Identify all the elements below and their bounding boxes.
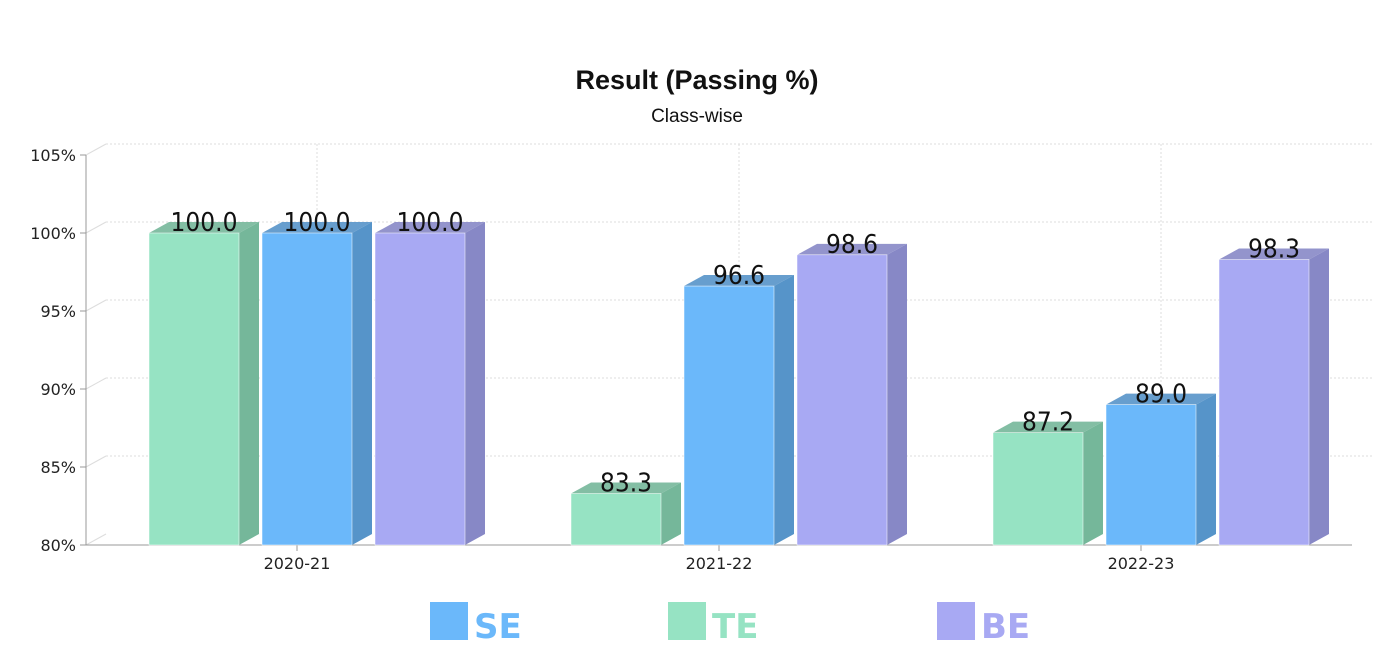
axes: 80% 85% 90% 95% 100% 105% 2020-21 2021-22 2022-2… [30,146,1352,573]
legend-swatch [430,602,468,640]
bar-side [887,243,907,545]
bar-front [570,493,662,546]
bar-side [1083,421,1103,545]
data-labels: 100.0 100.0 100.0 83.3 96.6 98.6 87.2 89.0 98.3 [171,208,1301,499]
grid-diag [85,455,107,468]
x-tick-label: 2021-22 [686,554,753,573]
bar-be-2020-21 [374,222,485,546]
bar-front [683,285,775,546]
bar-se-2022-23 [1105,393,1216,546]
legend-swatch [668,602,706,640]
legend-item-te[interactable]: TE [668,602,758,647]
bar-top [571,482,681,494]
legend-swatch [937,602,975,640]
bar-side [1309,248,1329,545]
data-label: 100.0 [284,208,351,238]
bar-front [261,232,353,546]
legend-label: BE [981,607,1030,647]
bar-side [465,222,485,545]
y-tick-label: 90% [40,380,76,399]
bar-top [993,421,1103,433]
data-label: 87.2 [1022,408,1074,438]
bar-top [1106,393,1216,405]
data-label: 89.0 [1135,380,1187,410]
grid-diag [85,299,107,312]
data-label: 98.6 [826,230,878,260]
legend-item-be[interactable]: BE [937,602,1030,647]
y-tick-label: 100% [30,224,76,243]
legend-label: SE [474,607,522,647]
y-tick-label: 105% [30,146,76,165]
data-label: 96.6 [713,261,765,291]
bar-front [1105,404,1197,546]
bar-front [796,254,888,546]
bar-top [262,222,372,233]
bar-se-2020-21 [261,222,372,546]
bar-te-2020-21 [148,222,259,546]
data-label: 100.0 [397,208,464,238]
bar-se-2021-22 [683,275,794,546]
grid-diag [85,533,107,546]
grid-diag [85,377,107,390]
bar-front [992,432,1084,546]
bar-te-2022-23 [992,421,1103,546]
data-label: 98.3 [1248,235,1300,265]
data-label: 83.3 [600,469,652,499]
grid-diag [85,221,107,234]
bar-front [148,232,240,546]
chart-subtitle: Class-wise [651,106,743,127]
chart-title: Result (Passing %) [575,65,818,95]
legend-item-se[interactable]: SE [430,602,522,647]
bar-top [684,275,794,287]
bar-be-2021-22 [796,243,907,546]
bar-top [149,222,259,233]
bar-side [774,275,794,545]
bar-front [1218,259,1310,546]
bars [148,222,1329,546]
legend: SE TE BE [430,602,1030,647]
bar-top [375,222,485,233]
data-label: 100.0 [171,208,238,238]
bar-top [1219,248,1329,260]
x-tick-label: 2022-23 [1108,554,1175,573]
bar-top [797,243,907,255]
y-tick-label: 80% [40,536,76,555]
bar-te-2021-22 [570,482,681,546]
y-tick-label: 95% [40,302,76,321]
bar-side [239,222,259,545]
bar-be-2022-23 [1218,248,1329,546]
bar-side [661,482,681,545]
bar-side [1196,393,1216,545]
bar-side [352,222,372,545]
bar-front [374,232,466,546]
legend-label: TE [712,607,758,647]
y-tick-label: 85% [40,458,76,477]
x-tick-label: 2020-21 [264,554,331,573]
grid-diag [85,143,107,156]
